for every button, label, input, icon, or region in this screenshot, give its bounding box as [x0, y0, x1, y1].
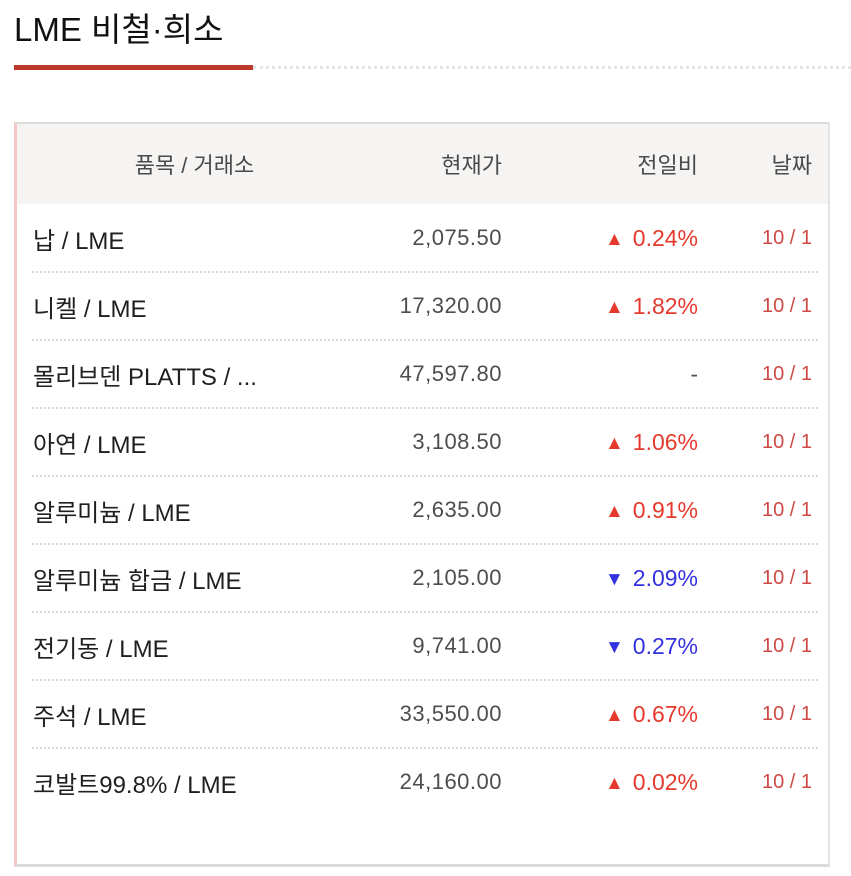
page-header: LME 비철·희소: [14, 10, 851, 70]
down-arrow-icon: ▼: [604, 636, 624, 658]
daily-change: ▼ 0.27%: [502, 633, 698, 660]
daily-change: ▲ 1.82%: [502, 293, 698, 320]
current-price: 24,160.00: [399, 769, 502, 794]
current-price: 9,741.00: [412, 633, 502, 658]
item-name: 코발트99.8% / LME: [33, 771, 237, 799]
daily-change: ▲ 1.06%: [502, 429, 698, 456]
item-name: 몰리브덴 PLATTS / ...: [33, 363, 257, 391]
daily-change: ▲ 0.24%: [502, 225, 698, 252]
daily-change: -: [502, 361, 698, 388]
daily-change: ▲ 0.91%: [502, 497, 698, 524]
change-percent: 1.06%: [632, 428, 698, 455]
change-percent: -: [690, 360, 698, 387]
quote-date: 10 / 1: [761, 362, 812, 385]
daily-change: ▲ 0.67%: [502, 701, 698, 728]
item-name: 알루미늄 합금 / LME: [33, 567, 242, 595]
up-arrow-icon: ▲: [604, 296, 624, 318]
up-arrow-icon: ▲: [604, 772, 624, 794]
table-row[interactable]: 니켈 / LME 17,320.00 ▲ 1.82% 10 / 1: [17, 271, 828, 340]
change-percent: 0.91%: [632, 496, 698, 523]
title-dotted-line: [253, 66, 851, 69]
item-name: 아연 / LME: [33, 431, 147, 459]
up-arrow-icon: ▲: [604, 500, 624, 522]
quote-date: 10 / 1: [761, 566, 812, 589]
change-percent: 2.09%: [632, 564, 698, 591]
current-price: 2,635.00: [412, 497, 502, 522]
item-name: 납 / LME: [33, 227, 125, 255]
down-arrow-icon: ▼: [604, 568, 624, 590]
daily-change: ▼ 2.09%: [502, 565, 698, 592]
item-name: 알루미늄 / LME: [33, 499, 191, 527]
table-row[interactable]: 아연 / LME 3,108.50 ▲ 1.06% 10 / 1: [17, 407, 828, 476]
current-price: 3,108.50: [412, 429, 502, 454]
item-name: 전기동 / LME: [33, 635, 169, 663]
quote-date: 10 / 1: [761, 226, 812, 249]
change-percent: 1.82%: [632, 292, 698, 319]
quote-date: 10 / 1: [761, 498, 812, 521]
title-accent-bar: [14, 64, 253, 70]
table-row[interactable]: 주석 / LME 33,550.00 ▲ 0.67% 10 / 1: [17, 679, 828, 748]
table-row[interactable]: 납 / LME 2,075.50 ▲ 0.24% 10 / 1: [17, 204, 828, 272]
table-row[interactable]: 알루미늄 / LME 2,635.00 ▲ 0.91% 10 / 1: [17, 475, 828, 544]
quote-date: 10 / 1: [761, 430, 812, 453]
change-percent: 0.24%: [632, 224, 698, 251]
page-title: LME 비철·희소: [14, 11, 224, 48]
current-price: 47,597.80: [399, 361, 502, 386]
quote-date: 10 / 1: [761, 294, 812, 317]
up-arrow-icon: ▲: [604, 432, 624, 454]
lme-price-table: 품목 / 거래소 현재가 전일비 날짜 납 / LME 2,075.50 ▲ 0.…: [14, 122, 830, 867]
table-row[interactable]: 알루미늄 합금 / LME 2,105.00 ▼ 2.09% 10 / 1: [17, 543, 828, 612]
change-percent: 0.67%: [632, 700, 698, 727]
current-price: 33,550.00: [399, 701, 502, 726]
up-arrow-icon: ▲: [604, 228, 624, 250]
table-row[interactable]: 몰리브덴 PLATTS / ... 47,597.80 - 10 / 1: [17, 339, 828, 408]
current-price: 17,320.00: [399, 293, 502, 318]
table-header-row: 품목 / 거래소 현재가 전일비 날짜: [17, 124, 828, 204]
daily-change: ▲ 0.02%: [502, 769, 698, 796]
quote-date: 10 / 1: [761, 634, 812, 657]
column-header-price: 현재가: [441, 153, 502, 178]
item-name: 주석 / LME: [33, 703, 147, 731]
quote-date: 10 / 1: [761, 770, 812, 793]
up-arrow-icon: ▲: [604, 704, 624, 726]
table-row[interactable]: 코발트99.8% / LME 24,160.00 ▲ 0.02% 10 / 1: [17, 747, 828, 816]
current-price: 2,105.00: [412, 565, 502, 590]
column-header-item: 품목 / 거래소: [134, 153, 255, 178]
current-price: 2,075.50: [412, 225, 502, 250]
column-header-change: 전일비: [637, 153, 698, 178]
table-row[interactable]: 전기동 / LME 9,741.00 ▼ 0.27% 10 / 1: [17, 611, 828, 680]
change-percent: 0.02%: [632, 768, 698, 795]
item-name: 니켈 / LME: [33, 295, 147, 323]
change-percent: 0.27%: [632, 632, 698, 659]
quote-date: 10 / 1: [761, 702, 812, 725]
title-rule: [14, 64, 851, 70]
column-header-date: 날짜: [771, 153, 812, 178]
